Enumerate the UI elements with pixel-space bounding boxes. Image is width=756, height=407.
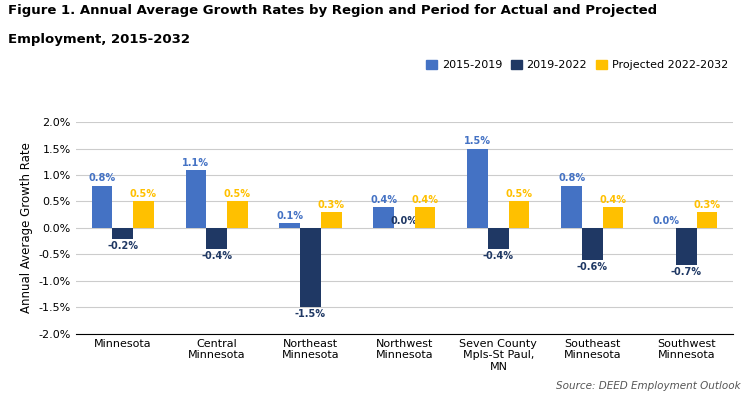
Text: -0.4%: -0.4% xyxy=(483,251,514,261)
Bar xyxy=(467,149,488,228)
Bar xyxy=(185,170,206,228)
Text: -0.2%: -0.2% xyxy=(107,241,138,251)
Legend: 2015-2019, 2019-2022, Projected 2022-2032: 2015-2019, 2019-2022, Projected 2022-203… xyxy=(426,60,728,70)
Bar xyxy=(321,212,342,228)
Text: 0.0%: 0.0% xyxy=(652,216,679,226)
Bar xyxy=(91,186,112,228)
Text: -0.6%: -0.6% xyxy=(577,262,608,272)
Bar xyxy=(227,201,247,228)
Text: Employment, 2015-2032: Employment, 2015-2032 xyxy=(8,33,190,46)
Bar xyxy=(697,212,717,228)
Text: 0.4%: 0.4% xyxy=(600,195,627,205)
Text: Figure 1. Annual Average Growth Rates by Region and Period for Actual and Projec: Figure 1. Annual Average Growth Rates by… xyxy=(8,4,657,17)
Bar xyxy=(488,228,509,249)
Text: 0.1%: 0.1% xyxy=(277,210,303,221)
Bar xyxy=(280,223,300,228)
Bar xyxy=(112,228,133,239)
Text: 0.8%: 0.8% xyxy=(558,173,585,184)
Bar xyxy=(676,228,697,265)
Bar xyxy=(509,201,529,228)
Text: -0.4%: -0.4% xyxy=(201,251,232,261)
Bar xyxy=(373,207,394,228)
Text: 0.4%: 0.4% xyxy=(411,195,438,205)
Text: 0.0%: 0.0% xyxy=(391,216,418,226)
Text: -1.5%: -1.5% xyxy=(295,309,326,319)
Text: 0.3%: 0.3% xyxy=(318,200,345,210)
Y-axis label: Annual Average Growth Rate: Annual Average Growth Rate xyxy=(20,142,33,313)
Text: 1.5%: 1.5% xyxy=(464,136,491,147)
Text: 0.5%: 0.5% xyxy=(130,189,156,199)
Bar xyxy=(206,228,227,249)
Text: Source: DEED Employment Outlook: Source: DEED Employment Outlook xyxy=(556,381,741,391)
Bar xyxy=(300,228,321,307)
Text: 0.5%: 0.5% xyxy=(224,189,251,199)
Text: 1.1%: 1.1% xyxy=(182,158,209,168)
Text: 0.4%: 0.4% xyxy=(370,195,398,205)
Bar xyxy=(582,228,603,260)
Text: 0.8%: 0.8% xyxy=(88,173,116,184)
Text: -0.7%: -0.7% xyxy=(671,267,702,277)
Bar xyxy=(415,207,435,228)
Text: 0.5%: 0.5% xyxy=(506,189,532,199)
Bar xyxy=(133,201,153,228)
Bar xyxy=(562,186,582,228)
Bar xyxy=(603,207,624,228)
Text: 0.3%: 0.3% xyxy=(693,200,720,210)
